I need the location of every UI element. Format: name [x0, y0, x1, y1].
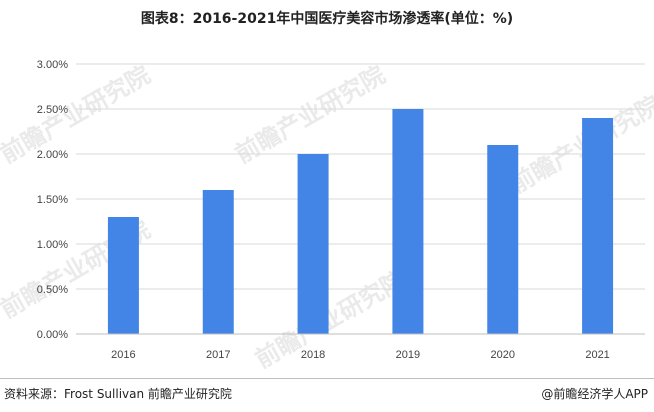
y-tick-label: 0.50%	[37, 284, 68, 296]
footer-divider	[0, 378, 654, 379]
x-tick-label: 2016	[111, 349, 135, 361]
x-tick-label: 2021	[585, 349, 609, 361]
bar	[202, 190, 234, 334]
y-tick-label: 1.00%	[37, 239, 68, 251]
bar	[487, 145, 519, 334]
y-tick-label: 1.50%	[37, 194, 68, 206]
chart-title: 图表8：2016-2021年中国医疗美容市场渗透率(单位：%)	[140, 11, 514, 27]
y-tick-label: 0.00%	[37, 329, 68, 341]
x-tick-label: 2020	[491, 349, 515, 361]
y-tick-label: 3.00%	[37, 59, 68, 71]
x-tick-label: 2017	[206, 349, 230, 361]
y-tick-label: 2.00%	[37, 149, 68, 161]
brand-credit: @前瞻经济学人APP	[541, 385, 648, 402]
y-tick-label: 2.50%	[37, 104, 68, 116]
source-note: 资料来源：Frost Sullivan 前瞻产业研究院	[4, 387, 232, 401]
bar	[297, 154, 329, 334]
bar	[392, 109, 424, 334]
brand-text: @前瞻经济学人APP	[541, 387, 648, 401]
bar	[582, 118, 614, 334]
x-tick-label: 2018	[301, 349, 325, 361]
x-tick-label: 2019	[396, 349, 420, 361]
bar	[107, 217, 139, 334]
